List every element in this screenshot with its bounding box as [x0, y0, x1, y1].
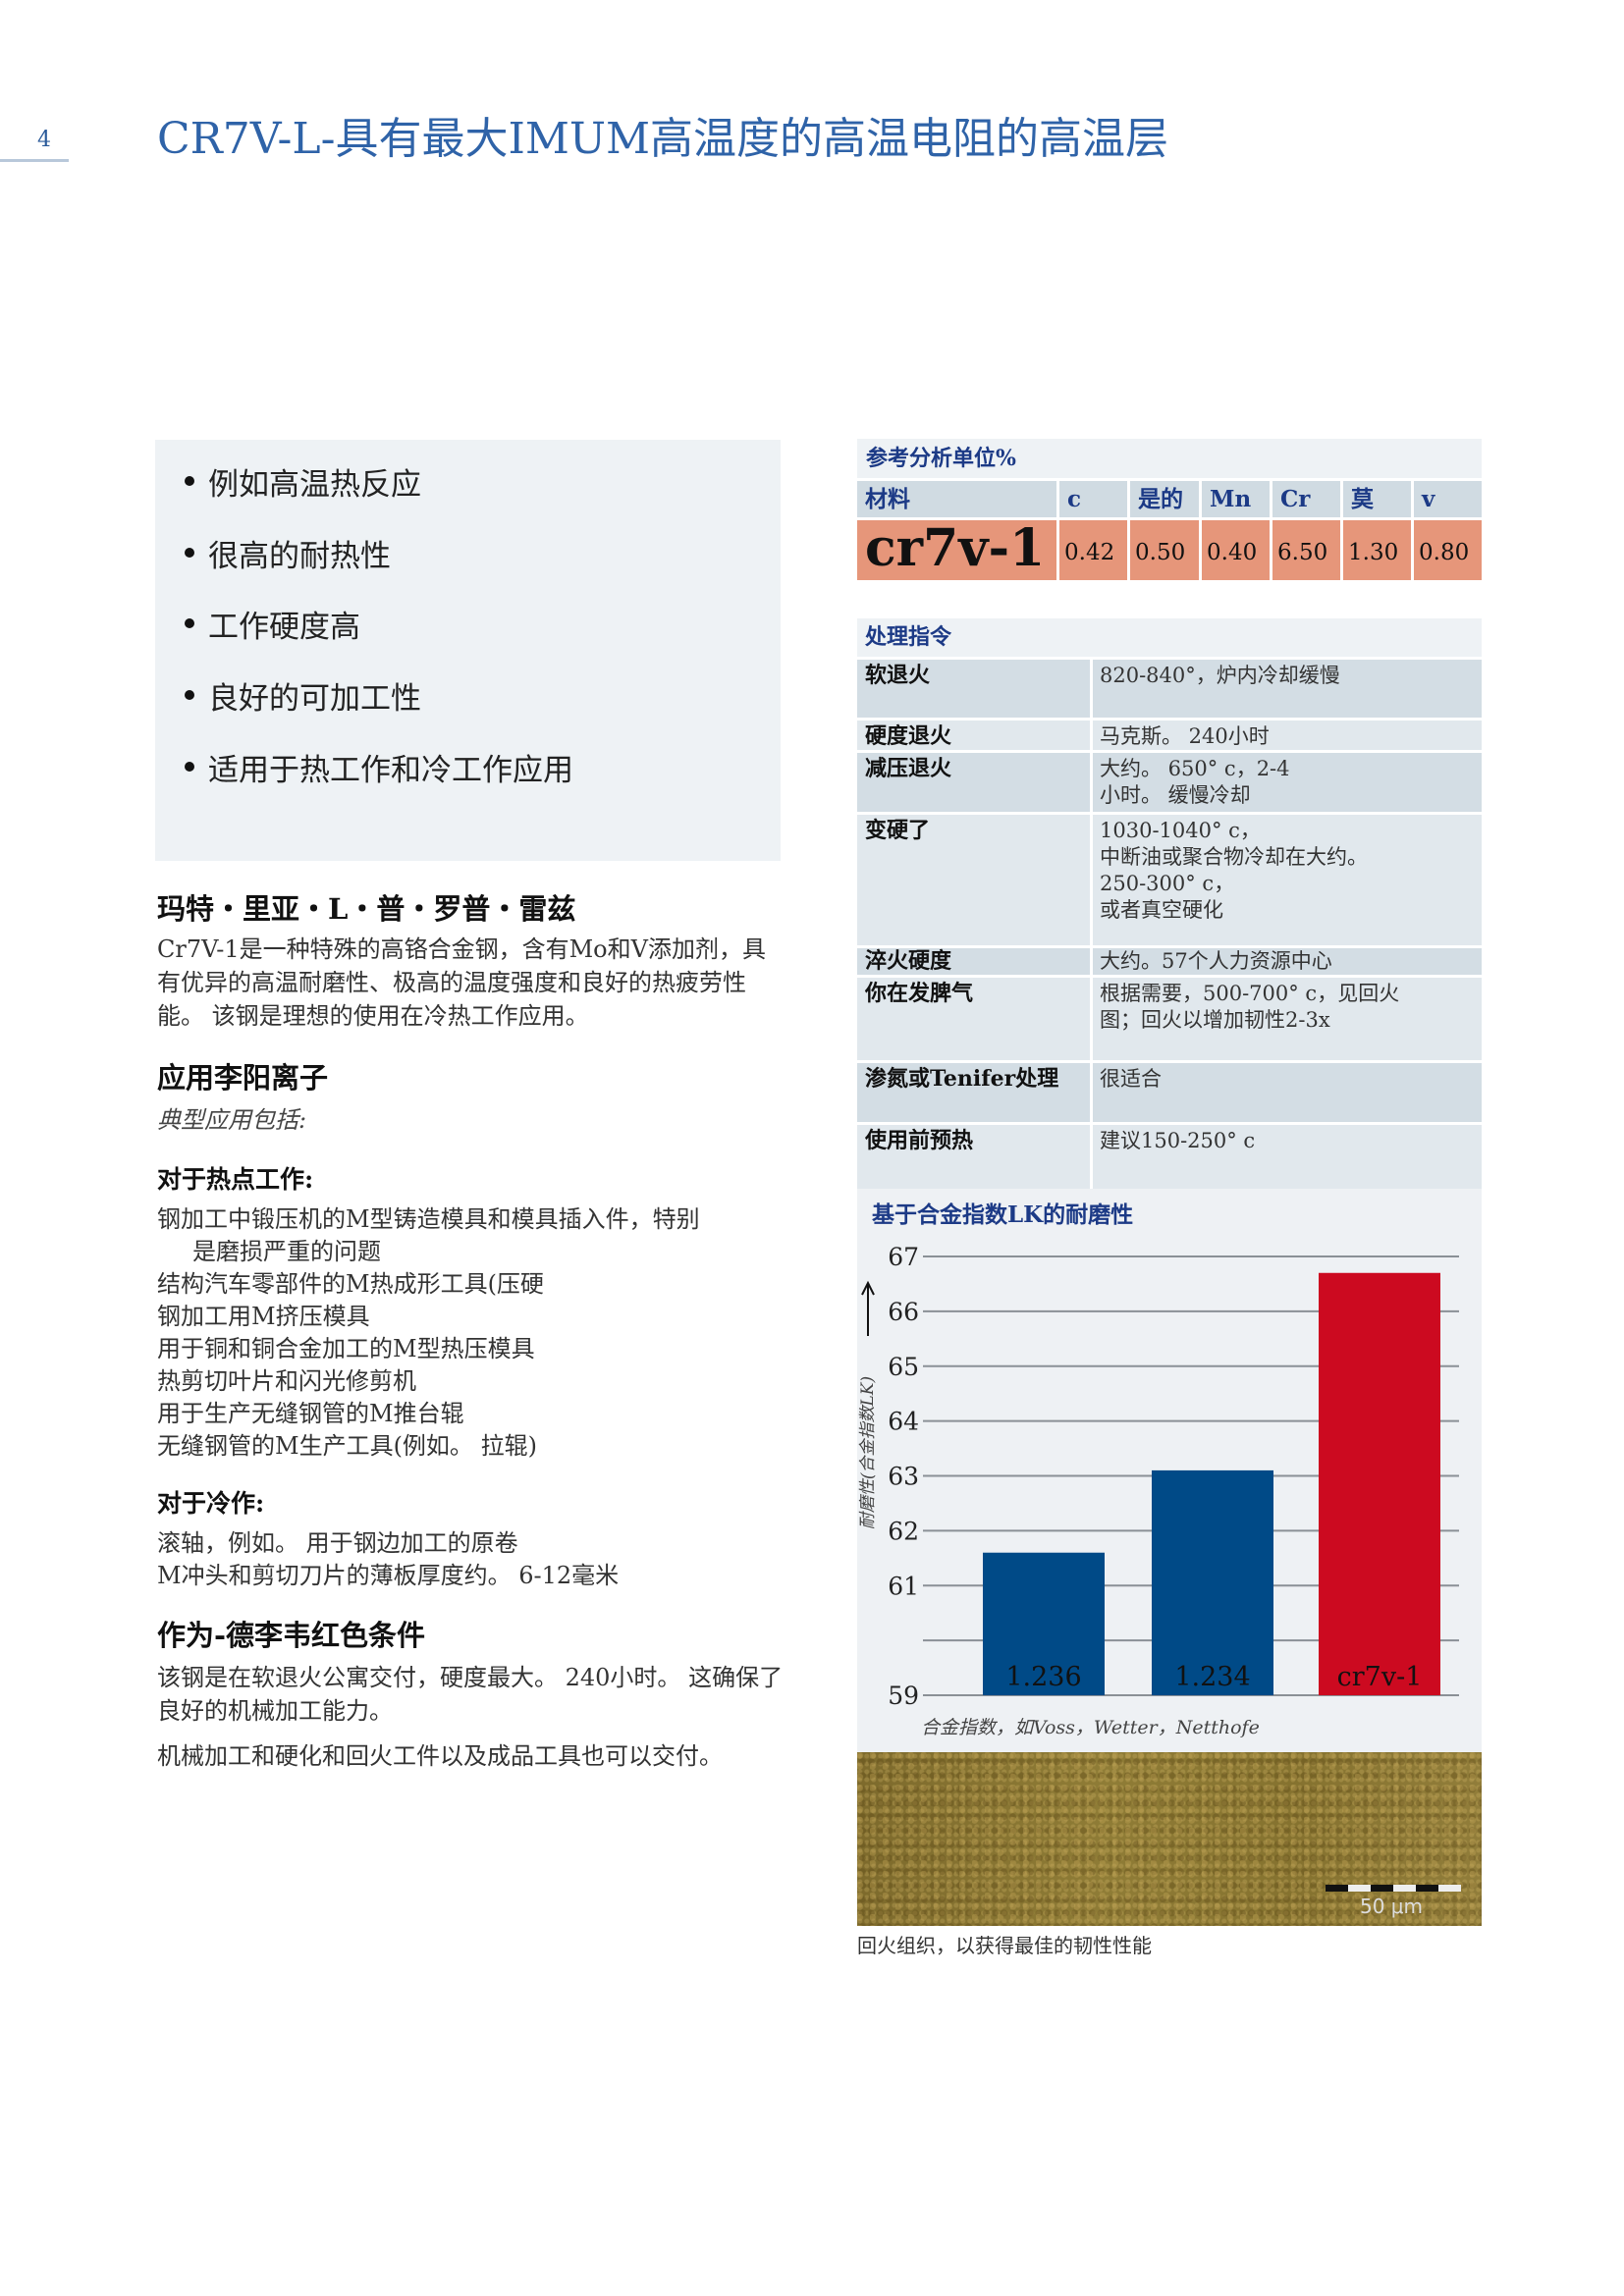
- chart-title: 基于合金指数LK的耐磨性: [872, 1201, 1134, 1228]
- analysis-title: 参考分析单位%: [857, 439, 1482, 478]
- hot-work-item: 钢加工中锻压机的M型铸造模具和模具插入件，特别: [157, 1205, 700, 1233]
- hot-work-item: 用于铜和铜合金加工的M型热压模具: [157, 1335, 535, 1362]
- analysis-header: v: [1414, 481, 1482, 517]
- feature-text: 适用于热工作和冷工作应用: [208, 753, 573, 788]
- treatment-key: 使用前预热: [857, 1125, 1090, 1189]
- bar-label: 1.236: [1005, 1662, 1081, 1692]
- wear-resistance-chart: 59 61 62 63 64 65 66 67 1.236 1.234 cr7v-1: [861, 1243, 1459, 1710]
- treatment-row: 淬火硬度 大约。57个人力资源中心: [857, 948, 1482, 975]
- scale-bar-label: 50 μm: [1360, 1895, 1424, 1918]
- treatment-key: 你在发脾气: [857, 978, 1090, 1060]
- feature-item: 很高的耐热性: [185, 531, 391, 575]
- y-tick-label: 66: [888, 1298, 919, 1326]
- treatment-row: 硬度退火 马克斯。 240小时: [857, 721, 1482, 750]
- analysis-value: 6.50: [1272, 520, 1340, 580]
- treatment-row: 渗氮或Tenifer处理 很适合: [857, 1063, 1482, 1122]
- hot-work-item: 热剪切叶片和闪光修剪机: [157, 1367, 416, 1395]
- feature-text: 工作硬度高: [208, 610, 360, 645]
- analysis-value: 0.80: [1414, 520, 1482, 580]
- treatment-key: 淬火硬度: [857, 948, 1090, 975]
- y-tick-label: 62: [888, 1517, 919, 1545]
- analysis-value: 0.42: [1059, 520, 1127, 580]
- left-column: 玛特・里亚・L・普・罗普・雷兹 Cr7V-1是一种特殊的高铬合金钢，含有Mo和V…: [157, 889, 785, 1773]
- treatment-row: 软退火 820-840°，炉内冷却缓慢: [857, 660, 1482, 718]
- treatment-key: 软退火: [857, 660, 1090, 718]
- y-tick-label: 63: [888, 1463, 919, 1491]
- bar: [983, 1552, 1105, 1695]
- bar: [1319, 1272, 1440, 1695]
- chart-x-caption: 合金指数，如Voss，Wetter，Netthofe: [921, 1717, 1260, 1738]
- treatment-value: 建议150-250° c: [1093, 1125, 1482, 1189]
- page-number: 4: [37, 128, 51, 152]
- y-tick-label: 65: [888, 1353, 919, 1381]
- feature-item: 例如高温热反应: [185, 459, 421, 504]
- feature-box: 例如高温热反应 很高的耐热性 工作硬度高 良好的可加工性 适用于热工作和冷工作应…: [155, 440, 781, 861]
- feature-item: 良好的可加工性: [185, 673, 421, 718]
- treatment-value: 大约。 650° c，2-4 小时。 缓慢冷却: [1093, 753, 1482, 812]
- analysis-header: Mn: [1202, 481, 1270, 517]
- feature-text: 例如高温热反应: [208, 467, 421, 503]
- bar-label: cr7v-1: [1337, 1662, 1423, 1692]
- description-text: Cr7V-1是一种特殊的高铬合金钢，含有Mo和V添加剂，具有优异的高温耐磨性、极…: [157, 935, 766, 1030]
- hot-work-item: 无缝钢管的M生产工具(例如。 拉辊): [157, 1432, 537, 1460]
- treatment-value: 1030-1040° c， 中断油或聚合物冷却在大约。 250-300° c， …: [1093, 815, 1482, 945]
- treatment-value: 大约。57个人力资源中心: [1093, 948, 1482, 975]
- treatment-row: 使用前预热 建议150-250° c: [857, 1125, 1482, 1189]
- analysis-value: 0.50: [1130, 520, 1199, 580]
- treatment-key: 硬度退火: [857, 721, 1090, 750]
- treatment-row: 你在发脾气 根据需要，500-700° c，见回火 图；回火以增加韧性2-3x: [857, 978, 1482, 1060]
- cold-work-item: M冲头和剪切刀片的薄板厚度约。 6-12毫米: [157, 1562, 620, 1589]
- feature-item: 工作硬度高: [185, 602, 360, 646]
- y-tick-label: 64: [888, 1408, 919, 1436]
- bar-label: 1.234: [1174, 1662, 1250, 1692]
- y-tick-label: 61: [888, 1572, 919, 1600]
- description-heading: 玛特・里亚・L・普・罗普・雷兹: [157, 892, 576, 926]
- bar: [1152, 1469, 1273, 1695]
- delivery-heading: 作为-德李韦红色条件: [157, 1619, 426, 1652]
- treatment-row: 变硬了 1030-1040° c， 中断油或聚合物冷却在大约。 250-300° …: [857, 815, 1482, 945]
- treatment-key: 变硬了: [857, 815, 1090, 945]
- cold-work-heading: 对于冷作:: [157, 1489, 265, 1518]
- analysis-value: 0.40: [1202, 520, 1270, 580]
- treatment-key: 渗氮或Tenifer处理: [857, 1063, 1090, 1122]
- treatment-value: 根据需要，500-700° c，见回火 图；回火以增加韧性2-3x: [1093, 978, 1482, 1060]
- delivery-text-2: 机械加工和硬化和回火工件以及成品工具也可以交付。: [157, 1742, 723, 1770]
- hot-work-item: 用于生产无缝钢管的M推台辊: [157, 1400, 464, 1427]
- chart-y-label: 耐磨性(合金指数LK): [858, 1375, 878, 1530]
- feature-item: 适用于热工作和冷工作应用: [185, 745, 573, 789]
- treatment-value: 马克斯。 240小时: [1093, 721, 1482, 750]
- hot-work-item: 结构汽车零部件的M热成形工具(压硬: [157, 1270, 544, 1298]
- analysis-header: Cr: [1272, 481, 1340, 517]
- analysis-grade: cr7v-1: [857, 520, 1056, 580]
- analysis-header: c: [1059, 481, 1127, 517]
- delivery-text-1: 该钢是在软退火公寓交付，硬度最大。 240小时。 这确保了良好的机械加工能力。: [157, 1664, 784, 1725]
- treatment-title: 处理指令: [857, 618, 1482, 657]
- analysis-value: 1.30: [1343, 520, 1411, 580]
- micrograph-image: [857, 1752, 1482, 1926]
- treatment-value: 820-840°，炉内冷却缓慢: [1093, 660, 1482, 718]
- page-title: CR7V-L-具有最大IMUM高温度的高温电阻的高温层: [157, 114, 1169, 164]
- treatment-row: 减压退火 大约。 650° c，2-4 小时。 缓慢冷却: [857, 753, 1482, 812]
- feature-text: 很高的耐热性: [208, 539, 391, 574]
- feature-text: 良好的可加工性: [208, 681, 421, 717]
- treatment-value: 很适合: [1093, 1063, 1482, 1122]
- treatment-key: 减压退火: [857, 753, 1090, 812]
- hot-work-item: 是磨损严重的问题: [192, 1238, 381, 1265]
- applications-heading: 应用李阳离子: [157, 1061, 329, 1095]
- scale-bar: [1326, 1885, 1461, 1892]
- hot-work-heading: 对于热点工作:: [157, 1165, 314, 1194]
- micrograph-caption: 回火组织，以获得最佳的韧性性能: [857, 1934, 1152, 1957]
- y-axis-arrowhead: [861, 1280, 875, 1296]
- analysis-header: 莫: [1343, 481, 1411, 517]
- page-number-rule: [0, 159, 69, 162]
- applications-intro: 典型应用包括:: [157, 1106, 307, 1134]
- cold-work-item: 滚轴，例如。 用于钢边加工的原卷: [157, 1529, 518, 1557]
- analysis-header: 是的: [1130, 481, 1199, 517]
- analysis-header: 材料: [857, 481, 1056, 517]
- hot-work-item: 钢加工用M挤压模具: [157, 1303, 370, 1330]
- y-tick-label: 59: [888, 1682, 919, 1710]
- y-tick-label: 67: [888, 1243, 919, 1271]
